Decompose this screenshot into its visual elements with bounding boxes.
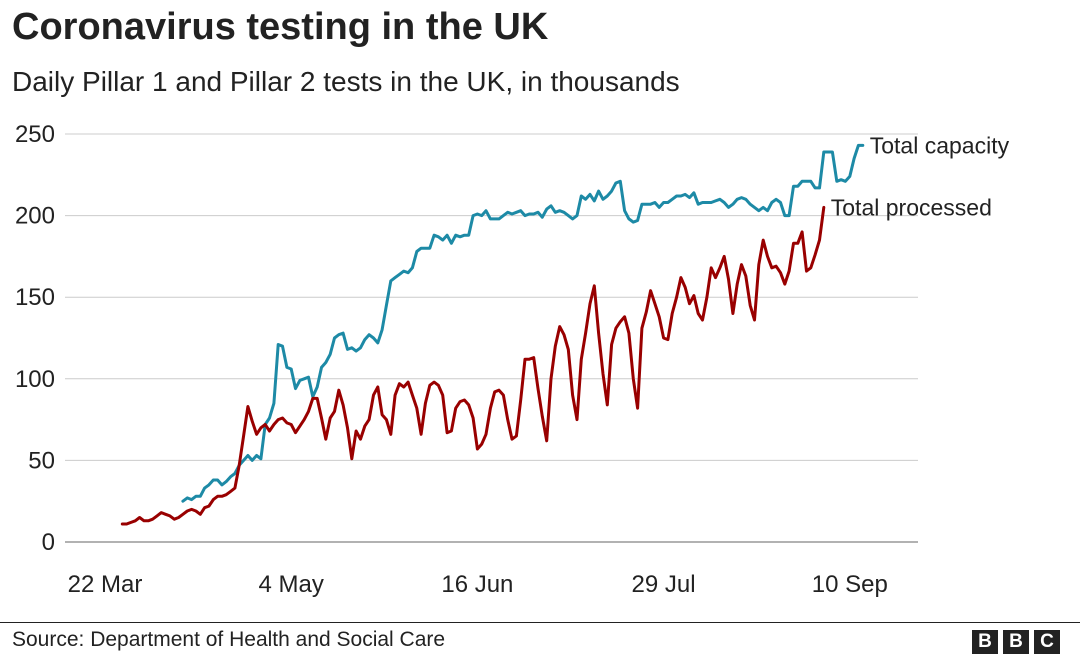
logo-letter: B <box>972 630 998 654</box>
x-tick-label: 16 Jun <box>441 571 513 598</box>
y-tick-label: 200 <box>15 203 55 230</box>
x-tick-label: 10 Sep <box>812 571 888 598</box>
x-axis-ticks: 22 Mar 4 May 16 Jun 29 Jul 10 Sep <box>68 571 888 598</box>
y-tick-label: 0 <box>42 529 55 556</box>
y-tick-label: 150 <box>15 284 55 311</box>
series-label: Total processed <box>831 194 992 220</box>
series-label: Total capacity <box>870 132 1010 158</box>
chart-title: Coronavirus testing in the UK <box>12 6 549 48</box>
logo-letter: B <box>1003 630 1029 654</box>
series-line-total-processed <box>120 205 826 526</box>
y-tick-label: 100 <box>15 366 55 393</box>
chart-subtitle: Daily Pillar 1 and Pillar 2 tests in the… <box>12 66 680 97</box>
y-axis-ticks: 0 50 100 150 200 250 <box>15 121 55 556</box>
x-tick-label: 4 May <box>259 571 324 598</box>
footer-divider <box>0 622 1080 623</box>
source-note: Source: Department of Health and Social … <box>12 628 446 651</box>
y-tick-label: 50 <box>28 447 55 474</box>
logo-letter: C <box>1034 630 1060 654</box>
y-tick-label: 250 <box>15 121 55 148</box>
x-tick-label: 29 Jul <box>632 571 696 598</box>
bbc-logo: B B C <box>972 630 1060 654</box>
line-chart: 0 50 100 150 200 250 22 Mar 4 May 16 Jun 29 Jul 1… <box>15 121 1010 598</box>
gridlines <box>65 133 918 543</box>
x-tick-label: 22 Mar <box>68 571 143 598</box>
series-line-total-capacity <box>181 143 865 503</box>
series-lines: Total capacity Total processed <box>120 132 1010 526</box>
